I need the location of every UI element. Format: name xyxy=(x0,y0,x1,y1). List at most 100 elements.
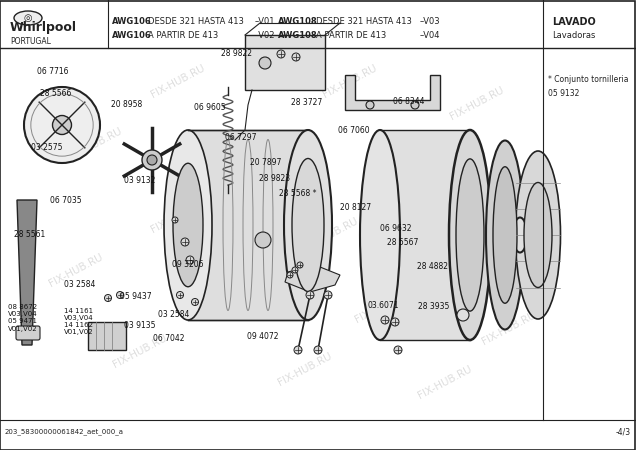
Text: 05 9471: 05 9471 xyxy=(8,318,37,324)
FancyBboxPatch shape xyxy=(16,326,40,340)
Text: ◎: ◎ xyxy=(24,13,32,23)
Circle shape xyxy=(259,57,271,69)
Circle shape xyxy=(186,256,194,264)
Circle shape xyxy=(457,309,469,321)
Circle shape xyxy=(294,346,302,354)
Text: 28 9823: 28 9823 xyxy=(259,174,291,183)
Ellipse shape xyxy=(516,151,560,319)
Text: 28 3935: 28 3935 xyxy=(418,302,450,311)
Circle shape xyxy=(306,291,314,299)
Text: 06 9605: 06 9605 xyxy=(194,103,226,112)
Text: FIX-HUB.RU: FIX-HUB.RU xyxy=(417,364,474,401)
Text: AWG106: AWG106 xyxy=(112,18,152,27)
Ellipse shape xyxy=(513,217,527,252)
Text: 28 3727: 28 3727 xyxy=(291,98,322,107)
Circle shape xyxy=(292,267,298,273)
Text: 14 1161: 14 1161 xyxy=(64,308,93,315)
Text: 20 8127: 20 8127 xyxy=(340,203,371,212)
Text: 06 7297: 06 7297 xyxy=(225,133,256,142)
Text: 08 8672: 08 8672 xyxy=(8,304,37,310)
Text: –V03: –V03 xyxy=(420,18,441,27)
Text: FIX-HUB.RU: FIX-HUB.RU xyxy=(448,85,506,122)
Circle shape xyxy=(324,291,332,299)
Bar xyxy=(188,130,308,320)
Circle shape xyxy=(394,346,402,354)
Ellipse shape xyxy=(524,183,552,288)
Text: FIX-HUB.RU: FIX-HUB.RU xyxy=(429,238,487,275)
Text: 20 7897: 20 7897 xyxy=(250,158,281,167)
Circle shape xyxy=(181,238,189,246)
Text: FIX-HUB.RU: FIX-HUB.RU xyxy=(321,63,378,99)
Circle shape xyxy=(297,262,303,268)
Text: -4/3: -4/3 xyxy=(616,428,631,436)
Text: 28 5568 *: 28 5568 * xyxy=(279,189,316,198)
Polygon shape xyxy=(17,200,37,345)
Text: 14 1162: 14 1162 xyxy=(64,322,93,328)
Ellipse shape xyxy=(164,130,212,320)
Circle shape xyxy=(314,346,322,354)
Text: FIX-HUB.RU: FIX-HUB.RU xyxy=(493,175,550,212)
Text: FIX-HUB.RU: FIX-HUB.RU xyxy=(149,198,207,234)
Text: –V01: –V01 xyxy=(255,18,275,27)
Text: 03 2584: 03 2584 xyxy=(158,310,189,319)
Ellipse shape xyxy=(493,167,517,303)
Circle shape xyxy=(277,50,285,58)
Text: AWG108: AWG108 xyxy=(278,18,317,27)
Text: Lavadoras: Lavadoras xyxy=(552,32,595,40)
Text: 09 3206: 09 3206 xyxy=(172,260,204,269)
Circle shape xyxy=(287,272,293,278)
Ellipse shape xyxy=(292,158,324,292)
Circle shape xyxy=(191,298,198,306)
Ellipse shape xyxy=(456,159,484,311)
Ellipse shape xyxy=(14,11,42,25)
Text: V03,V04: V03,V04 xyxy=(8,311,38,317)
Text: AWG106: AWG106 xyxy=(112,32,152,40)
Text: Whirlpool: Whirlpool xyxy=(10,22,77,35)
Text: FIX-HUB.RU: FIX-HUB.RU xyxy=(302,216,359,252)
Ellipse shape xyxy=(284,130,332,320)
Text: PORTUGAL: PORTUGAL xyxy=(10,37,51,46)
Bar xyxy=(380,130,470,340)
Text: 28 5567: 28 5567 xyxy=(387,238,418,247)
Text: 203_58300000061842_aet_000_a: 203_58300000061842_aet_000_a xyxy=(5,428,124,436)
Circle shape xyxy=(142,150,162,170)
Text: 03 2584: 03 2584 xyxy=(64,280,95,289)
Text: V01,V02: V01,V02 xyxy=(8,325,38,332)
Polygon shape xyxy=(345,75,440,110)
Text: FIX-HUB.RU: FIX-HUB.RU xyxy=(353,288,410,324)
Text: A PARTIR DE 413: A PARTIR DE 413 xyxy=(148,32,218,40)
Text: 28 5561: 28 5561 xyxy=(14,230,45,239)
Text: DESDE 321 HASTA 413: DESDE 321 HASTA 413 xyxy=(148,18,244,27)
Ellipse shape xyxy=(173,163,203,287)
Bar xyxy=(245,35,325,90)
Text: 20 8958: 20 8958 xyxy=(111,100,142,109)
Text: 03.6071: 03.6071 xyxy=(368,301,399,310)
Circle shape xyxy=(391,318,399,326)
Circle shape xyxy=(366,101,374,109)
Circle shape xyxy=(24,87,100,163)
Text: –V02: –V02 xyxy=(255,32,275,40)
Text: 06 8344: 06 8344 xyxy=(393,97,425,106)
Ellipse shape xyxy=(486,140,524,329)
Text: FIX-HUB.RU: FIX-HUB.RU xyxy=(213,274,270,311)
Text: –V04: –V04 xyxy=(420,32,441,40)
Text: 03 9132: 03 9132 xyxy=(124,176,155,185)
Text: AWG108: AWG108 xyxy=(278,32,317,40)
Text: FIX-HUB.RU: FIX-HUB.RU xyxy=(67,126,124,162)
Circle shape xyxy=(53,116,71,135)
Circle shape xyxy=(292,53,300,61)
Text: 09 4072: 09 4072 xyxy=(247,332,279,341)
Text: FIX-HUB.RU: FIX-HUB.RU xyxy=(277,351,334,387)
Text: 28 5566: 28 5566 xyxy=(40,89,71,98)
Text: FIX-HUB.RU: FIX-HUB.RU xyxy=(149,63,207,99)
Circle shape xyxy=(381,316,389,324)
Circle shape xyxy=(172,217,178,223)
Text: V03,V04: V03,V04 xyxy=(64,315,93,321)
Text: FIX-HUB.RU: FIX-HUB.RU xyxy=(480,310,537,347)
Text: 03 9135: 03 9135 xyxy=(124,321,156,330)
Text: 05 9132: 05 9132 xyxy=(548,89,579,98)
Text: FIX-HUB.RU: FIX-HUB.RU xyxy=(111,333,169,369)
Circle shape xyxy=(411,101,419,109)
Circle shape xyxy=(116,292,123,298)
Circle shape xyxy=(104,294,111,302)
